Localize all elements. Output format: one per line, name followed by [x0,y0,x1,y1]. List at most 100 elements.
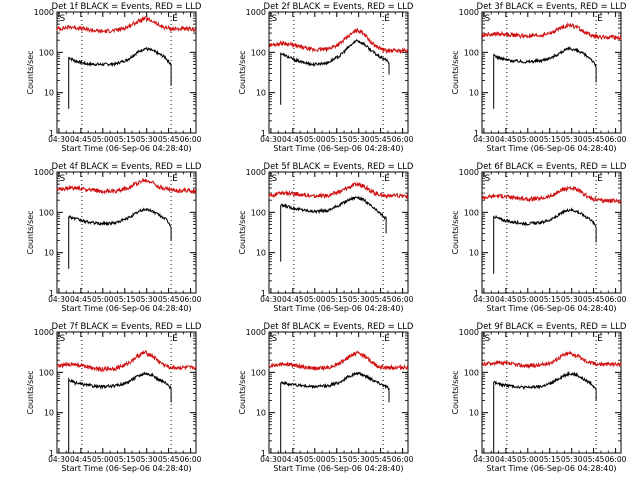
x-tick-label: 05:45 [158,295,180,304]
panel-title: Det 6f BLACK = Events, RED = LLD [477,162,627,172]
x-tick-label: 05:45 [583,135,605,144]
x-tick-label: 05:15 [539,295,561,304]
y-tick-label: 1000 [246,8,266,17]
y-tick-label: 1 [474,129,479,138]
marker-S: S [59,174,65,184]
panel-2: Det 2f BLACK = Events, RED = LLD 1 10 100 10… [238,2,414,153]
x-tick-label: 05:45 [370,455,392,464]
x-tick-label: 05:00 [304,295,326,304]
x-tick-label: 06:00 [392,135,414,144]
y-axis-label: Counts/sec [451,370,460,414]
panel-9: Det 9f BLACK = Events, RED = LLD 1 10 100 10… [451,322,627,473]
series-lld-line [481,185,622,205]
y-tick-label: 1 [49,449,54,458]
y-tick-label: 1 [474,449,479,458]
series-events-line [280,371,390,453]
x-axis-label: Start Time (06-Sep-06 04:28:40) [486,144,616,153]
y-tick-label: 10 [256,89,266,98]
x-tick-label: 05:30 [136,295,158,304]
x-axis-label: Start Time (06-Sep-06 04:28:40) [273,304,403,313]
x-tick-label: 05:30 [348,295,370,304]
y-tick-label: 100 [39,48,54,57]
plot-frame [56,171,197,294]
x-tick-label: 05:30 [348,135,370,144]
series-lld-line [481,21,622,41]
marker-S: S [59,14,65,24]
x-tick-label: 06:00 [605,295,627,304]
y-axis-label: Counts/sec [238,50,247,94]
x-tick-label: 05:00 [304,135,326,144]
x-tick-label: 04:30 [260,455,282,464]
plot-frame [268,331,409,454]
x-tick-label: 05:00 [92,135,114,144]
x-tick-label: 05:45 [583,295,605,304]
x-tick-label: 05:30 [561,295,583,304]
y-tick-label: 1 [49,129,54,138]
marker-S: S [484,14,490,24]
y-tick-label: 1000 [34,8,54,17]
x-axis-label: Start Time (06-Sep-06 04:28:40) [61,304,191,313]
y-tick-label: 100 [251,48,266,57]
y-axis-label: Counts/sec [26,50,35,94]
series-events-line [68,371,172,453]
marker-S: S [271,334,277,344]
y-axis-label: Counts/sec [238,370,247,414]
marker-E: E [172,334,178,344]
marker-S: S [271,14,277,24]
x-tick-label: 04:30 [48,455,70,464]
x-tick-label: 04:45 [70,295,92,304]
panel-title: Det 8f BLACK = Events, RED = LLD [264,322,414,332]
x-tick-label: 05:15 [539,455,561,464]
plot-frame [481,331,622,454]
x-axis-label: Start Time (06-Sep-06 04:28:40) [61,464,191,473]
marker-S: S [484,334,490,344]
y-axis-label: Counts/sec [451,50,460,94]
panel-3: Det 3f BLACK = Events, RED = LLD 1 10 100 10… [451,2,627,153]
x-tick-label: 06:00 [180,135,202,144]
x-tick-label: 06:00 [605,135,627,144]
x-tick-label: 05:30 [348,455,370,464]
x-axis-label: Start Time (06-Sep-06 04:28:40) [61,144,191,153]
y-tick-label: 100 [464,208,479,217]
x-tick-label: 05:30 [136,455,158,464]
y-tick-label: 10 [44,409,54,418]
series-lld-line [481,350,622,369]
panel-title: Det 5f BLACK = Events, RED = LLD [264,162,414,172]
x-tick-label: 06:00 [180,295,202,304]
y-tick-label: 1000 [34,168,54,177]
y-tick-label: 1000 [34,328,54,337]
x-axis-label: Start Time (06-Sep-06 04:28:40) [486,304,616,313]
y-tick-label: 1000 [246,168,266,177]
marker-E: E [384,174,390,184]
x-tick-label: 04:45 [70,455,92,464]
x-tick-label: 04:45 [495,295,517,304]
x-axis-label: Start Time (06-Sep-06 04:28:40) [273,144,403,153]
y-tick-label: 1 [49,289,54,298]
y-axis-label: Counts/sec [451,210,460,254]
series-lld-line [268,181,409,200]
x-tick-label: 06:00 [180,455,202,464]
y-tick-label: 100 [39,208,54,217]
marker-E: E [597,174,603,184]
marker-E: E [384,334,390,344]
x-tick-label: 04:45 [282,135,304,144]
y-tick-label: 1000 [459,8,479,17]
x-tick-label: 05:15 [326,455,348,464]
x-tick-label: 04:30 [473,135,495,144]
marker-E: E [597,14,603,24]
plot-frame [481,11,622,134]
x-tick-label: 04:30 [473,455,495,464]
panel-1: Det 1f BLACK = Events, RED = LLD 1 10 100 10… [26,2,202,153]
panel-title: Det 3f BLACK = Events, RED = LLD [477,2,627,12]
y-tick-label: 100 [251,208,266,217]
y-tick-label: 10 [44,249,54,258]
y-tick-label: 1 [261,289,266,298]
plot-frame [56,331,197,454]
x-tick-label: 04:30 [48,295,70,304]
y-tick-label: 1 [261,449,266,458]
x-tick-label: 05:00 [517,455,539,464]
x-tick-label: 05:00 [304,455,326,464]
y-tick-label: 10 [469,249,479,258]
x-tick-label: 05:45 [158,135,180,144]
